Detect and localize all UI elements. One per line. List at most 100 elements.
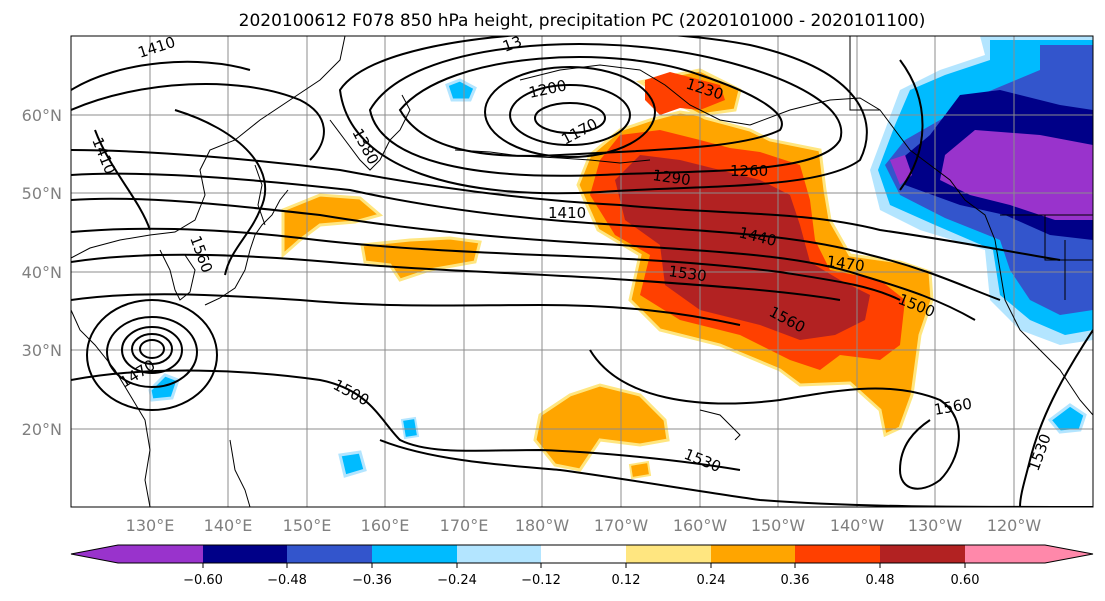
contour-cyclone-2 — [131, 333, 173, 365]
border-3 — [1044, 215, 1093, 261]
coast-aleutians — [454, 149, 651, 164]
coast-sakhalin — [254, 164, 266, 226]
negative-shading — [148, 36, 1093, 478]
lon-labels: 130°E 140°E 150°E 160°E 170°E 180°W 170°… — [126, 516, 1042, 535]
contour-1470 — [71, 293, 741, 326]
lat-label: 50°N — [22, 184, 62, 203]
shade-neg-patch-1 — [445, 78, 477, 102]
map-frame — [70, 35, 1094, 508]
lon-label: 140°W — [830, 516, 885, 535]
contour-1530 — [379, 439, 1093, 507]
contour-1500 — [71, 369, 741, 471]
lon-label: 160°E — [361, 516, 410, 535]
colorbar-segment — [880, 545, 965, 563]
contour-1560 — [589, 349, 960, 490]
map-title: 2020100612 F078 850 hPa height, precipit… — [239, 11, 926, 31]
shade-neg-patch-5 — [1047, 403, 1087, 434]
contour-1260 — [368, 43, 843, 177]
height-contours — [71, 36, 1093, 507]
contour-low-3 — [484, 66, 656, 158]
colorbar-segment — [795, 545, 880, 563]
lon-label: 180°W — [515, 516, 570, 535]
colorbar-tick-label: 0.60 — [951, 573, 980, 588]
contour-1410 — [71, 227, 901, 301]
lon-label: 120°W — [987, 516, 1042, 535]
colorbar-segment — [541, 545, 626, 563]
colorbar-segment — [203, 545, 287, 563]
contour-nw-2 — [94, 129, 151, 231]
lat-label: 20°N — [22, 420, 62, 439]
contour-label: 1470 — [825, 252, 865, 275]
coast-japan — [204, 189, 289, 306]
contour-1320 — [71, 149, 1061, 261]
colorbar-tick-label: 0.12 — [612, 573, 641, 588]
contour-label: 1530 — [667, 262, 707, 285]
lon-label: 170°E — [440, 516, 489, 535]
coast-hawaii — [699, 409, 741, 441]
colorbar-segment — [626, 545, 711, 563]
lon-label: 170°W — [594, 516, 649, 535]
colorbar-extend-high — [1045, 545, 1093, 563]
shade-pos-alaska — [645, 72, 725, 115]
colorbar-tick-label: 0.48 — [866, 573, 895, 588]
shade-neg-patch-4 — [400, 416, 420, 440]
shade-pos-inner — [615, 155, 870, 340]
shade-neg-purple — [940, 130, 1093, 220]
lat-label: 40°N — [22, 263, 62, 282]
contour-label: 1410 — [548, 204, 586, 222]
colorbar-segment — [457, 545, 541, 563]
border-1 — [849, 36, 880, 111]
colorbar-tick-marks — [202, 563, 966, 568]
shade-neg-patch-2 — [148, 373, 180, 402]
coast-china — [71, 309, 151, 507]
lon-label: 150°E — [283, 516, 332, 535]
shade-pos-south — [533, 383, 670, 472]
colorbar-tick-label: −0.12 — [521, 573, 561, 588]
colorbar: −0.60 −0.48 −0.36 −0.24 −0.12 0.12 0.24 … — [70, 544, 1094, 588]
shade-pos-small — [628, 460, 652, 480]
contour-cyclone-3 — [121, 326, 183, 374]
colorbar-tick-label: −0.60 — [183, 573, 223, 588]
contour-nw-3 — [174, 109, 266, 276]
colorbar-tick-label: −0.36 — [352, 573, 392, 588]
contour-low-2 — [509, 84, 631, 146]
contour-label: 1260 — [730, 162, 768, 180]
colorbar-segment — [372, 545, 457, 563]
lon-label: 140°E — [204, 516, 253, 535]
coastlines — [71, 36, 1093, 507]
contour-1290 — [338, 36, 868, 195]
contour-cyclone-5 — [86, 299, 218, 411]
contour-1380 — [71, 197, 976, 321]
shade-neg-purple-2 — [890, 155, 912, 185]
contour-label: 1290 — [651, 166, 691, 189]
contour-label: 13 — [500, 32, 524, 55]
coast-alaska-west — [519, 64, 751, 126]
contour-1230 — [398, 56, 783, 157]
lat-labels: 60°N 50°N 40°N 30°N 20°N — [22, 106, 62, 439]
colorbar-segment — [287, 545, 372, 563]
shade-pos-band — [360, 236, 482, 282]
contour-east-2 — [899, 59, 924, 191]
contour-east-1 — [1019, 329, 1093, 507]
lon-label: 150°W — [751, 516, 806, 535]
contour-cyclone-4 — [106, 316, 198, 388]
lat-label: 30°N — [22, 341, 62, 360]
colorbar-segment — [711, 545, 795, 563]
contour-nw-1410 — [71, 60, 251, 91]
colorbar-segment — [118, 545, 203, 563]
colorbar-tick-label: −0.24 — [437, 573, 477, 588]
contour-low-1 — [534, 102, 606, 134]
contour-cyclone-1 — [139, 339, 165, 359]
shade-neg-patch-3 — [338, 450, 367, 478]
lon-label: 130°W — [908, 516, 963, 535]
colorbar-tick-label: −0.48 — [267, 573, 307, 588]
colorbar-tick-label: 0.24 — [697, 573, 726, 588]
contour-1440 — [71, 253, 841, 301]
positive-shading — [281, 68, 934, 480]
lat-label: 60°N — [22, 106, 62, 125]
map-area: 1410 1380 1410 1200 1170 1230 1260 1290 … — [71, 32, 1093, 507]
coast-philippines — [229, 439, 251, 507]
contour-1350 — [71, 172, 1001, 301]
colorbar-outline — [70, 544, 1094, 564]
